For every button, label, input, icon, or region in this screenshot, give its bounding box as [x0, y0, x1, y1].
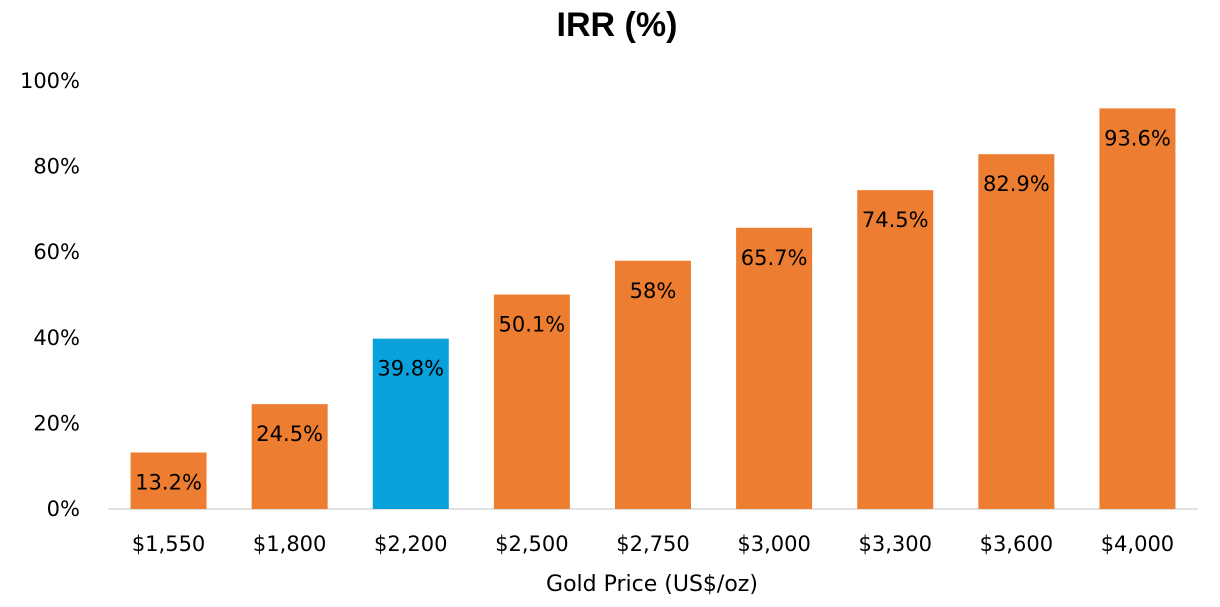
x-axis-ticks: $1,550 $1,800 $2,200 $2,500 $2,750 $3,000 $3,3… [132, 532, 1174, 556]
bar-data-label: 39.8% [377, 357, 444, 381]
bar [736, 227, 813, 509]
bar [615, 260, 691, 509]
bar [251, 404, 328, 509]
y-tick-label: 40% [33, 326, 80, 350]
y-tick-label: 80% [33, 155, 80, 179]
x-tick-label: $4,000 [1101, 532, 1174, 556]
x-tick-label: $3,300 [858, 532, 931, 556]
bar-data-label: 74.5% [862, 208, 929, 232]
bar [1099, 108, 1176, 509]
bar-data-label: 82.9% [983, 172, 1050, 196]
x-tick-label: $2,500 [495, 532, 568, 556]
x-tick-label: $1,550 [132, 532, 205, 556]
x-tick-label: $2,750 [616, 532, 689, 556]
bar [493, 294, 570, 509]
chart-title: IRR (%) [557, 6, 678, 44]
bar [857, 190, 934, 509]
bar-data-label: 24.5% [256, 422, 323, 446]
y-tick-label: 0% [47, 497, 80, 521]
bar [978, 154, 1055, 510]
y-tick-label: 20% [33, 411, 80, 435]
bar [130, 452, 207, 509]
y-tick-label: 60% [33, 240, 80, 264]
bars [130, 108, 1176, 510]
bar-data-label: 50.1% [499, 313, 566, 337]
y-axis-ticks: 0% 20% 40% 60% 80% 100% [20, 69, 80, 521]
x-axis-title: Gold Price (US$/oz) [546, 572, 758, 597]
y-tick-label: 100% [20, 69, 80, 93]
bar-data-labels: 13.2% 24.5% 39.8% 50.1% 58% 65.7% 74.5% 82.9% 93… [135, 126, 1171, 494]
x-tick-label: $3,600 [980, 532, 1053, 556]
bar-data-label: 65.7% [741, 246, 808, 270]
x-tick-label: $2,200 [374, 532, 447, 556]
bar [372, 338, 449, 509]
x-tick-label: $3,000 [737, 532, 810, 556]
bar-data-label: 13.2% [135, 471, 202, 495]
x-tick-label: $1,800 [253, 532, 326, 556]
bar-data-label: 93.6% [1104, 126, 1171, 150]
bar-data-label: 58% [630, 279, 677, 303]
